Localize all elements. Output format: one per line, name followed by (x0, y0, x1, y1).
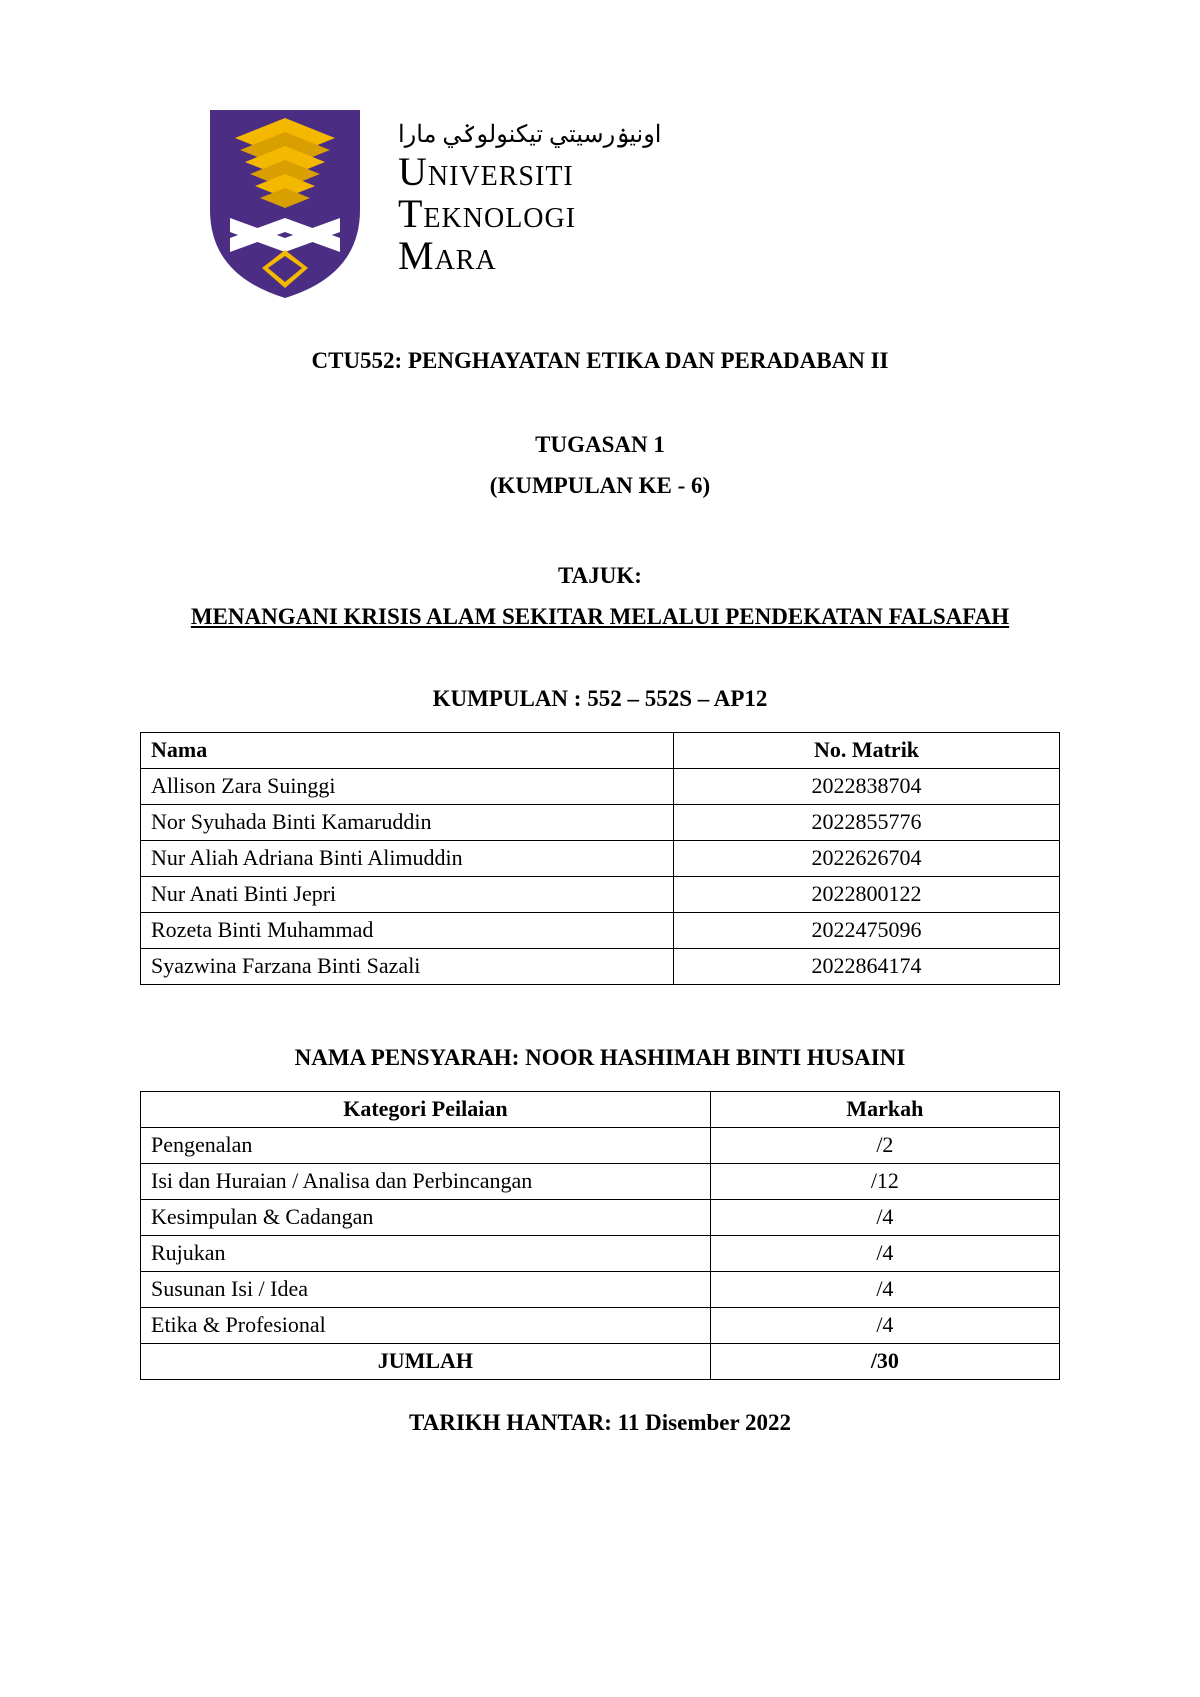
student-name: Nur Anati Binti Jepri (141, 876, 674, 912)
rubric-total-row: JUMLAH/30 (141, 1343, 1060, 1379)
rubric-col-mark: Markah (710, 1091, 1059, 1127)
rubric-category: Rujukan (141, 1235, 711, 1271)
table-row: Susunan Isi / Idea/4 (141, 1271, 1060, 1307)
logo-wordmark-line1: Universiti (398, 151, 661, 193)
students-col-name: Nama (141, 732, 674, 768)
student-matrik: 2022475096 (674, 912, 1060, 948)
assignment-block: TUGASAN 1 (KUMPULAN KE - 6) (140, 424, 1060, 507)
rubric-total-label: JUMLAH (141, 1343, 711, 1379)
rubric-mark: /4 (710, 1199, 1059, 1235)
topic-title: MENANGANI KRISIS ALAM SEKITAR MELALUI PE… (140, 596, 1060, 637)
student-matrik: 2022626704 (674, 840, 1060, 876)
rubric-category: Susunan Isi / Idea (141, 1271, 711, 1307)
group-code-line: KUMPULAN : 552 – 552S – AP12 (140, 686, 1060, 712)
logo-wordmark-line2: Teknologi (398, 193, 661, 235)
rubric-category: Isi dan Huraian / Analisa dan Perbincang… (141, 1163, 711, 1199)
table-row: Rozeta Binti Muhammad2022475096 (141, 912, 1060, 948)
rubric-category: Pengenalan (141, 1127, 711, 1163)
course-code-title: CTU552: PENGHAYATAN ETIKA DAN PERADABAN … (140, 348, 1060, 374)
table-header-row: Nama No. Matrik (141, 732, 1060, 768)
student-name: Rozeta Binti Muhammad (141, 912, 674, 948)
submission-date: TARIKH HANTAR: 11 Disember 2022 (140, 1410, 1060, 1436)
uitm-shield-icon (200, 100, 370, 300)
student-matrik: 2022864174 (674, 948, 1060, 984)
rubric-total-mark: /30 (710, 1343, 1059, 1379)
student-name: Allison Zara Suinggi (141, 768, 674, 804)
table-row: Nor Syuhada Binti Kamaruddin2022855776 (141, 804, 1060, 840)
table-row: Nur Anati Binti Jepri2022800122 (141, 876, 1060, 912)
logo-wordmark-line3: Mara (398, 235, 661, 277)
table-row: Kesimpulan & Cadangan/4 (141, 1199, 1060, 1235)
logo-block: اونيۏرسيتي تيكنولوݢي مارا Universiti Tek… (200, 100, 1060, 300)
logo-jawi-text: اونيۏرسيتي تيكنولوݢي مارا (398, 123, 661, 148)
table-row: Allison Zara Suinggi2022838704 (141, 768, 1060, 804)
student-name: Nur Aliah Adriana Binti Alimuddin (141, 840, 674, 876)
lecturer-line: NAMA PENSYARAH: NOOR HASHIMAH BINTI HUSA… (140, 1045, 1060, 1071)
table-row: Syazwina Farzana Binti Sazali2022864174 (141, 948, 1060, 984)
logo-wordmark: اونيۏرسيتي تيكنولوݢي مارا Universiti Tek… (398, 123, 661, 276)
table-row: Rujukan/4 (141, 1235, 1060, 1271)
table-header-row: Kategori Peilaian Markah (141, 1091, 1060, 1127)
rubric-mark: /12 (710, 1163, 1059, 1199)
rubric-category: Etika & Profesional (141, 1307, 711, 1343)
table-row: Pengenalan/2 (141, 1127, 1060, 1163)
rubric-category: Kesimpulan & Cadangan (141, 1199, 711, 1235)
table-row: Nur Aliah Adriana Binti Alimuddin2022626… (141, 840, 1060, 876)
topic-block: TAJUK: MENANGANI KRISIS ALAM SEKITAR MEL… (140, 555, 1060, 638)
assignment-group-sub: (KUMPULAN KE - 6) (140, 465, 1060, 506)
student-matrik: 2022838704 (674, 768, 1060, 804)
rubric-table: Kategori Peilaian Markah Pengenalan/2 Is… (140, 1091, 1060, 1380)
student-name: Nor Syuhada Binti Kamaruddin (141, 804, 674, 840)
students-table: Nama No. Matrik Allison Zara Suinggi2022… (140, 732, 1060, 985)
assignment-number: TUGASAN 1 (140, 424, 1060, 465)
table-row: Etika & Profesional/4 (141, 1307, 1060, 1343)
rubric-mark: /4 (710, 1235, 1059, 1271)
student-matrik: 2022800122 (674, 876, 1060, 912)
student-name: Syazwina Farzana Binti Sazali (141, 948, 674, 984)
student-matrik: 2022855776 (674, 804, 1060, 840)
rubric-col-category: Kategori Peilaian (141, 1091, 711, 1127)
table-row: Isi dan Huraian / Analisa dan Perbincang… (141, 1163, 1060, 1199)
topic-label: TAJUK: (140, 555, 1060, 596)
rubric-mark: /2 (710, 1127, 1059, 1163)
students-col-matrik: No. Matrik (674, 732, 1060, 768)
rubric-mark: /4 (710, 1271, 1059, 1307)
rubric-mark: /4 (710, 1307, 1059, 1343)
